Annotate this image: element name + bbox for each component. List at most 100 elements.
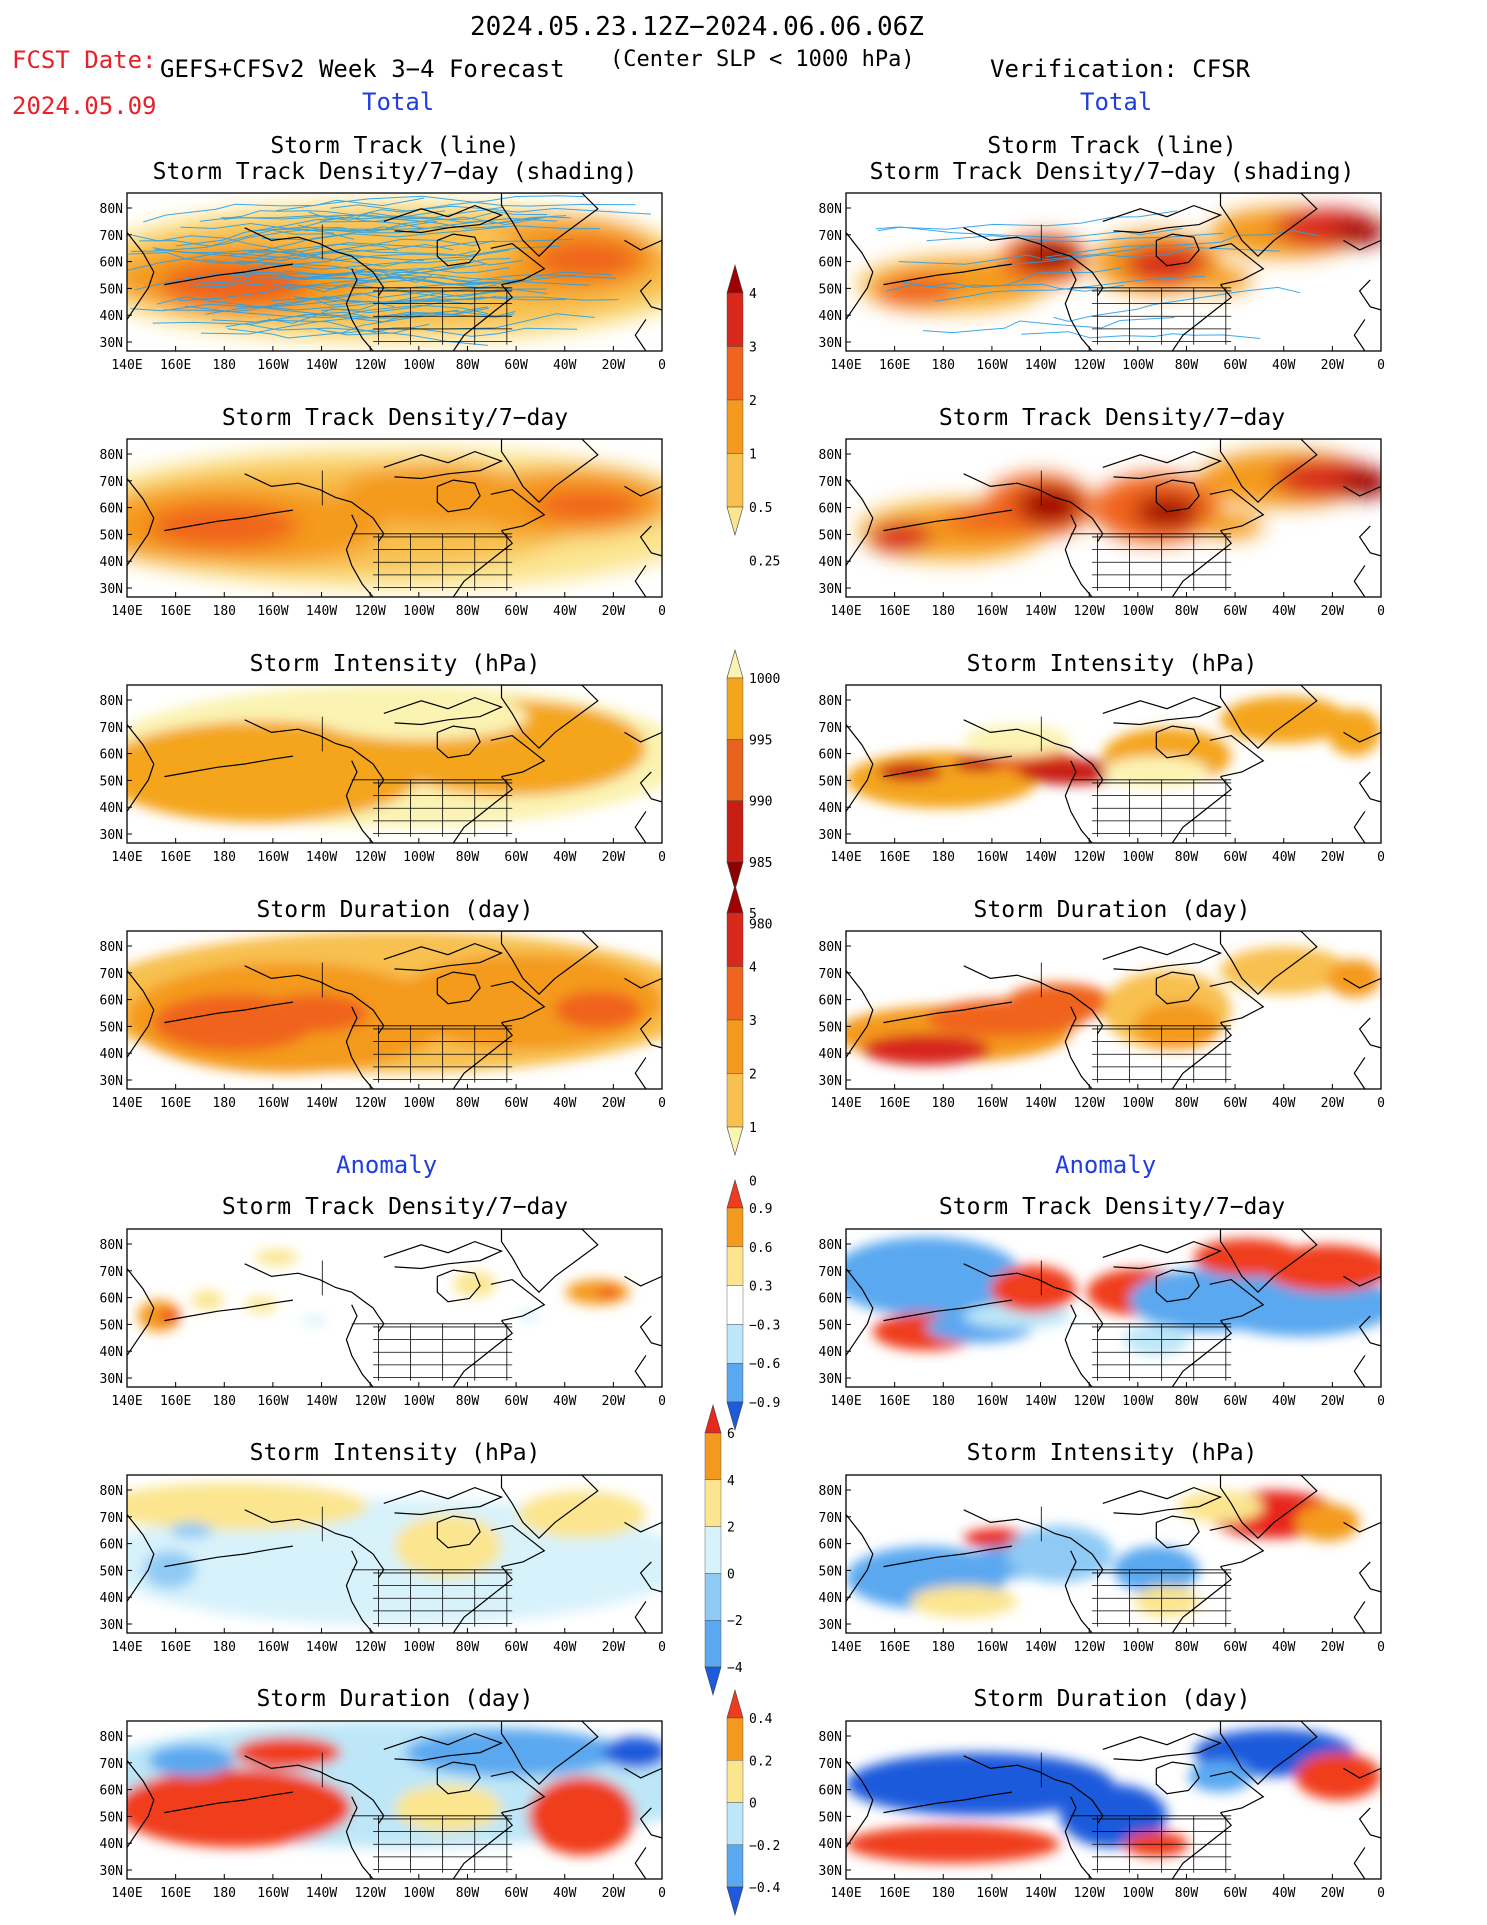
lat-tick-label: 40N — [819, 1047, 842, 1062]
lat-tick-label: 70N — [100, 967, 123, 982]
colorbar-label: 0.2 — [749, 1754, 772, 1769]
shading-blob — [1295, 1752, 1381, 1801]
lon-tick-label: 40W — [553, 850, 577, 865]
lon-tick-label: 160W — [257, 358, 288, 373]
colorbar-label: −0.6 — [749, 1357, 780, 1372]
lon-tick-label: 160E — [160, 850, 191, 865]
shading-blob — [314, 692, 529, 741]
lat-tick-label: 70N — [100, 1511, 123, 1526]
colorbar-label: 0.25 — [749, 555, 780, 570]
lon-tick-label: 100W — [1122, 1096, 1153, 1111]
lon-tick-label: 0 — [1377, 1394, 1385, 1409]
lon-tick-label: 40W — [1272, 850, 1296, 865]
lat-tick-label: 80N — [100, 448, 123, 463]
lat-tick-label: 60N — [100, 1292, 123, 1307]
lon-tick-label: 40W — [553, 1394, 577, 1409]
lat-tick-label: 40N — [819, 1837, 842, 1852]
shading-blob — [862, 1033, 991, 1066]
lat-tick-label: 50N — [819, 1020, 842, 1035]
lat-tick-label: 30N — [819, 1864, 842, 1879]
lat-tick-label: 70N — [819, 475, 842, 490]
lat-tick-label: 80N — [100, 1730, 123, 1745]
lat-tick-label: 60N — [100, 748, 123, 763]
title-l3: Storm Intensity (hPa) — [249, 651, 541, 677]
lat-tick-label: 80N — [100, 1238, 123, 1253]
lon-tick-label: 60W — [504, 1096, 528, 1111]
anomaly-label-left: Anomaly — [336, 1151, 438, 1179]
lon-tick-label: 160W — [976, 1640, 1007, 1655]
lon-tick-label: 0 — [658, 1096, 666, 1111]
lon-tick-label: 180 — [213, 604, 236, 619]
title-l1a: Storm Track (line) — [270, 133, 520, 159]
lon-tick-label: 140W — [1025, 1394, 1056, 1409]
shading-blob — [1327, 708, 1381, 757]
lat-tick-label: 40N — [819, 555, 842, 570]
colorbar-label: −0.2 — [749, 1839, 780, 1854]
lon-tick-label: 100W — [403, 1886, 434, 1901]
lat-tick-label: 80N — [819, 1238, 842, 1253]
lon-tick-label: 20W — [1321, 1886, 1345, 1901]
lat-tick-label: 70N — [100, 1265, 123, 1280]
lon-tick-label: 180 — [932, 604, 955, 619]
lon-tick-label: 140W — [306, 1640, 337, 1655]
lat-tick-label: 30N — [100, 1372, 123, 1387]
shading-blob — [234, 1736, 341, 1769]
colorbar-label: 0 — [749, 1797, 757, 1812]
lon-tick-label: 160W — [257, 1096, 288, 1111]
lon-tick-label: 140W — [1025, 358, 1056, 373]
lon-tick-label: 140E — [830, 1096, 861, 1111]
lon-tick-label: 180 — [213, 1096, 236, 1111]
colorbar-label: 2 — [749, 1068, 757, 1083]
lat-tick-label: 60N — [819, 748, 842, 763]
lon-tick-label: 80W — [456, 1096, 480, 1111]
lat-tick-label: 60N — [100, 502, 123, 517]
lat-tick-label: 70N — [819, 967, 842, 982]
lon-tick-label: 20W — [1321, 850, 1345, 865]
lon-tick-label: 160E — [879, 604, 910, 619]
lon-tick-label: 40W — [553, 604, 577, 619]
shading-blob — [127, 1768, 352, 1848]
colorbar-label: 2 — [727, 1521, 735, 1536]
lon-tick-label: 0 — [1377, 1096, 1385, 1111]
title-l4: Storm Duration (day) — [256, 897, 534, 923]
lon-tick-label: 0 — [1377, 1886, 1385, 1901]
lon-tick-label: 60W — [504, 1886, 528, 1901]
shading-blob — [1134, 1585, 1200, 1618]
lat-tick-label: 80N — [819, 694, 842, 709]
shading-blob — [1006, 1525, 1114, 1583]
shading-blob — [148, 503, 299, 549]
verification-title: Verification: CFSR — [990, 55, 1251, 83]
lat-tick-label: 60N — [819, 1292, 842, 1307]
lat-tick-label: 60N — [819, 256, 842, 271]
lon-tick-label: 60W — [1223, 1886, 1247, 1901]
lon-tick-label: 60W — [1223, 604, 1247, 619]
lon-tick-label: 140W — [306, 1886, 337, 1901]
shading-blob — [1017, 759, 1125, 785]
lon-tick-label: 140E — [111, 1394, 142, 1409]
map-panel-3: 140E 160E 180 160W 140W 120W 100W 80W 60W 40W 20W 0… — [819, 438, 1385, 619]
lon-tick-label: 0 — [1377, 604, 1385, 619]
shading-blob — [1199, 513, 1264, 539]
shading-blob — [1295, 1503, 1360, 1542]
colorbar-intensity: 1000 995 990 985 980 — [726, 648, 780, 932]
lon-tick-label: 100W — [403, 1640, 434, 1655]
shading-blob — [867, 521, 932, 553]
shading-blob — [555, 991, 641, 1029]
lon-tick-label: 20W — [602, 1394, 626, 1409]
lon-tick-label: 100W — [403, 1394, 434, 1409]
lon-tick-label: 60W — [1223, 1096, 1247, 1111]
lon-tick-label: 140E — [830, 1394, 861, 1409]
lon-tick-label: 40W — [553, 1886, 577, 1901]
lat-tick-label: 50N — [100, 528, 123, 543]
lon-tick-label: 140E — [111, 1886, 142, 1901]
lon-tick-label: 100W — [403, 358, 434, 373]
lon-tick-label: 160E — [160, 1640, 191, 1655]
forecast-title: GEFS+CFSv2 Week 3−4 Forecast — [160, 55, 565, 83]
lon-tick-label: 140W — [1025, 604, 1056, 619]
map-panel-7: 140E 160E 180 160W 140W 120W 100W 80W 60W 40W 20W 0… — [819, 930, 1385, 1111]
shading-blob — [260, 994, 368, 1033]
shading-blob — [1188, 1760, 1253, 1793]
lon-tick-label: 120W — [1074, 1096, 1105, 1111]
coastlines — [127, 685, 662, 843]
colorbar-label: −0.4 — [749, 1881, 780, 1896]
